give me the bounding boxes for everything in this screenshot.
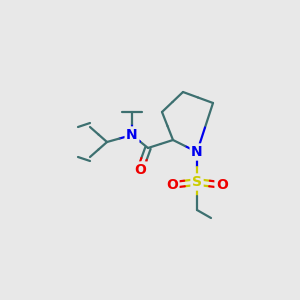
Text: O: O	[216, 178, 228, 192]
Text: S: S	[192, 175, 202, 189]
Text: N: N	[126, 128, 138, 142]
Text: N: N	[191, 145, 203, 159]
Text: O: O	[134, 163, 146, 177]
Text: O: O	[166, 178, 178, 192]
